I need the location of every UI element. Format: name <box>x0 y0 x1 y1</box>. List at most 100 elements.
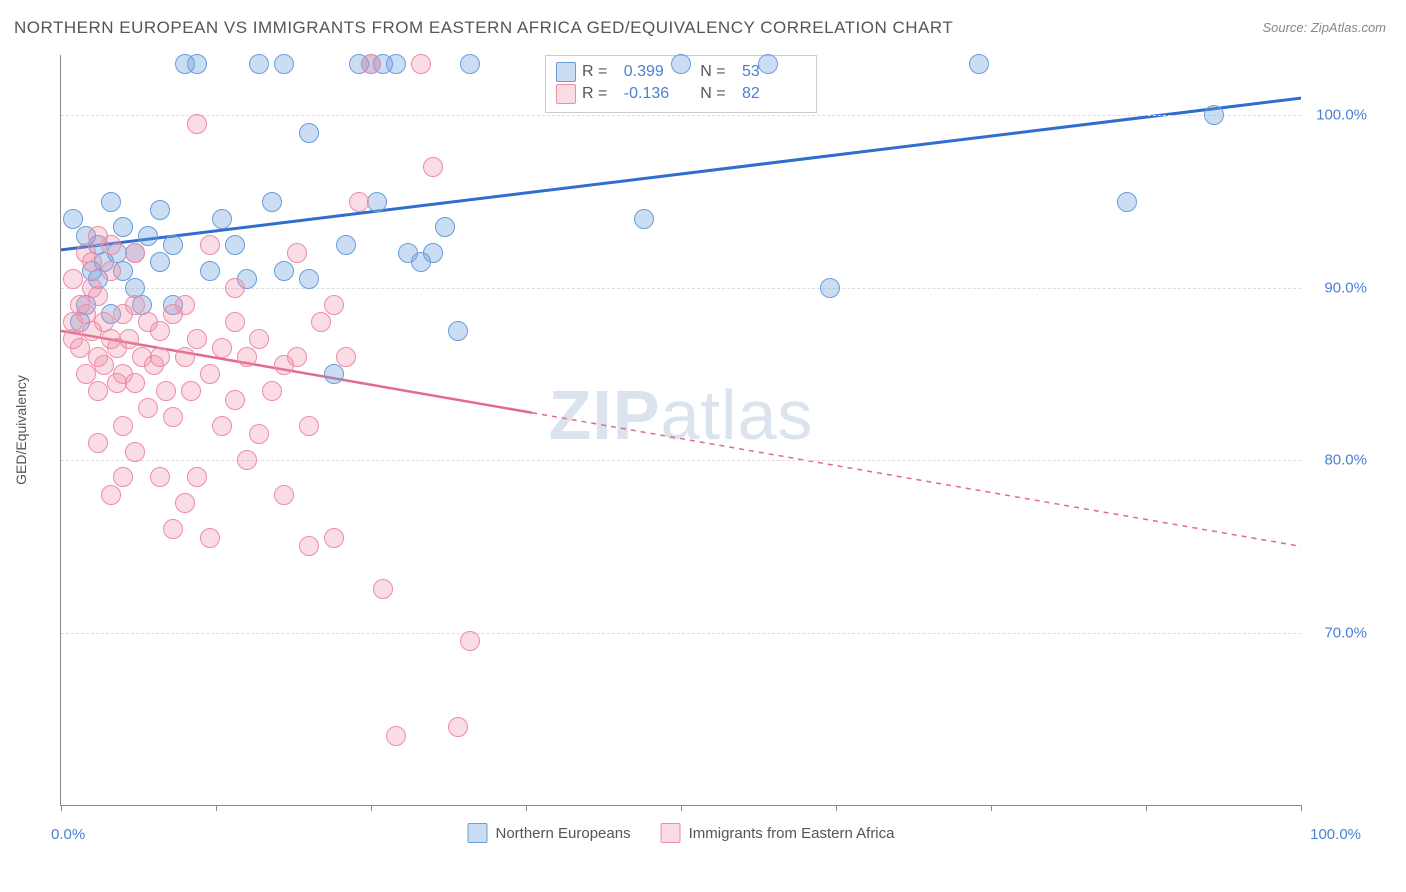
watermark-light: atlas <box>661 376 814 454</box>
data-point <box>63 209 83 229</box>
x-tick-mark <box>1301 805 1302 811</box>
data-point <box>671 54 691 74</box>
data-point <box>125 442 145 462</box>
data-point <box>386 54 406 74</box>
data-point <box>125 373 145 393</box>
data-point <box>163 235 183 255</box>
legend-swatch-pink-icon <box>661 823 681 843</box>
data-point <box>156 381 176 401</box>
r-label: R = <box>582 63 607 81</box>
n-label: N = <box>700 85 725 103</box>
data-point <box>212 209 232 229</box>
data-point <box>237 347 257 367</box>
data-point <box>274 485 294 505</box>
data-point <box>113 217 133 237</box>
data-point <box>820 278 840 298</box>
data-point <box>460 631 480 651</box>
data-point <box>324 364 344 384</box>
gridline <box>61 633 1301 634</box>
data-point <box>361 54 381 74</box>
data-point <box>187 467 207 487</box>
data-point <box>237 450 257 470</box>
data-point <box>200 364 220 384</box>
data-point <box>175 347 195 367</box>
source-attribution: Source: ZipAtlas.com <box>1262 20 1386 35</box>
x-tick-mark <box>1146 805 1147 811</box>
data-point <box>101 192 121 212</box>
data-point <box>1204 105 1224 125</box>
legend-label-blue: Northern Europeans <box>496 825 631 842</box>
swatch-pink-icon <box>556 84 576 104</box>
x-tick-mark <box>526 805 527 811</box>
y-axis-label: GED/Equivalency <box>13 375 29 485</box>
data-point <box>460 54 480 74</box>
watermark: ZIPatlas <box>549 375 814 455</box>
data-point <box>349 192 369 212</box>
watermark-bold: ZIP <box>549 376 661 454</box>
chart-container: NORTHERN EUROPEAN VS IMMIGRANTS FROM EAS… <box>0 0 1406 892</box>
data-point <box>423 157 443 177</box>
data-point <box>163 407 183 427</box>
r-value-pink: -0.136 <box>624 85 684 103</box>
legend-item-blue: Northern Europeans <box>468 823 631 843</box>
data-point <box>225 312 245 332</box>
data-point <box>113 416 133 436</box>
data-point <box>125 243 145 263</box>
data-point <box>367 192 387 212</box>
data-point <box>76 364 96 384</box>
data-point <box>200 261 220 281</box>
data-point <box>758 54 778 74</box>
chart-title: NORTHERN EUROPEAN VS IMMIGRANTS FROM EAS… <box>14 18 953 38</box>
data-point <box>212 338 232 358</box>
gridline <box>61 115 1301 116</box>
legend-item-pink: Immigrants from Eastern Africa <box>661 823 895 843</box>
y-tick-label: 80.0% <box>1307 452 1367 469</box>
data-point <box>82 252 102 272</box>
data-point <box>138 226 158 246</box>
correlation-row-pink: R = -0.136 N = 82 <box>556 84 802 104</box>
data-point <box>262 192 282 212</box>
data-point <box>1117 192 1137 212</box>
data-point <box>101 261 121 281</box>
data-point <box>336 347 356 367</box>
data-point <box>225 390 245 410</box>
data-point <box>94 355 114 375</box>
data-point <box>386 726 406 746</box>
x-tick-mark <box>371 805 372 811</box>
data-point <box>101 235 121 255</box>
data-point <box>63 269 83 289</box>
data-point <box>311 312 331 332</box>
regression-lines <box>61 55 1301 805</box>
data-point <box>448 717 468 737</box>
data-point <box>274 54 294 74</box>
data-point <box>411 54 431 74</box>
data-point <box>262 381 282 401</box>
y-tick-label: 100.0% <box>1307 107 1367 124</box>
data-point <box>287 347 307 367</box>
data-point <box>113 467 133 487</box>
data-point <box>125 295 145 315</box>
data-point <box>187 329 207 349</box>
n-value-pink: 82 <box>742 85 802 103</box>
n-label: N = <box>700 63 725 81</box>
data-point <box>373 579 393 599</box>
data-point <box>187 54 207 74</box>
data-point <box>249 424 269 444</box>
data-point <box>448 321 468 341</box>
data-point <box>287 243 307 263</box>
data-point <box>150 347 170 367</box>
x-axis-max-label: 100.0% <box>1310 826 1361 843</box>
data-point <box>101 485 121 505</box>
data-point <box>150 200 170 220</box>
data-point <box>435 217 455 237</box>
x-tick-mark <box>61 805 62 811</box>
data-point <box>249 329 269 349</box>
x-tick-mark <box>216 805 217 811</box>
data-point <box>212 416 232 436</box>
data-point <box>299 416 319 436</box>
data-point <box>150 252 170 272</box>
swatch-blue-icon <box>556 62 576 82</box>
y-tick-label: 70.0% <box>1307 624 1367 641</box>
data-point <box>336 235 356 255</box>
legend-label-pink: Immigrants from Eastern Africa <box>689 825 895 842</box>
